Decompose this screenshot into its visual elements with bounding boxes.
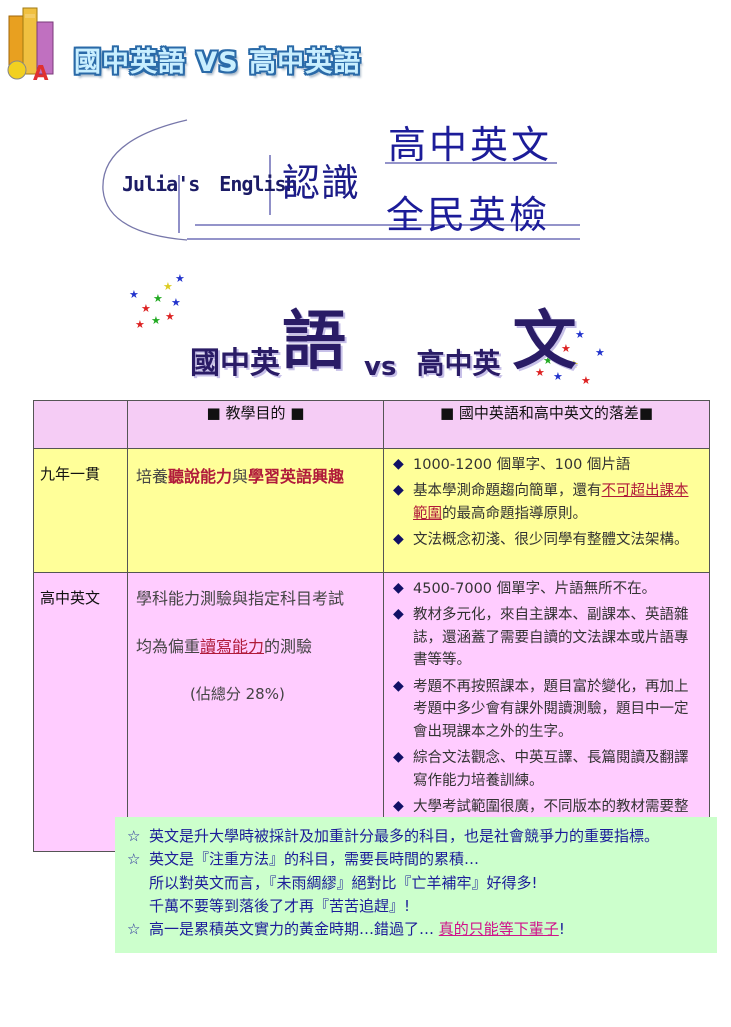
note-subline: 所以對英文而言，『未雨綢繆』絕對比『亡羊補牢』好得多! (149, 873, 538, 892)
gap-text: 文法概念初淺、很少同學有整體文法架構。 (413, 532, 689, 549)
logo-arc-decoration (102, 119, 580, 241)
diamond-bullet-icon: ◆ (393, 456, 404, 472)
row-label: 高中英文 (33, 572, 128, 852)
banner-title: 國中英語 VS 高中英語 (74, 47, 362, 78)
header-goal-cell: ■ 教學目的 ■ (127, 400, 384, 449)
row-goal: 學科能力測驗與指定科目考試 均為偏重讀寫能力的測驗 (佔總分 28%) (127, 572, 384, 852)
table-row: 高中英文 學科能力測驗與指定科目考試 均為偏重讀寫能力的測驗 (佔總分 28%)… (33, 572, 710, 852)
gap-highlight: 本範圍 (413, 483, 689, 522)
goal-text: 均為偏重 (136, 637, 201, 656)
diamond-bullet-icon: ◆ (393, 798, 404, 815)
star-icon: ★ (561, 342, 571, 355)
star-icon: ★ (553, 370, 563, 383)
star-icon: ★ (569, 358, 579, 371)
star-outline-icon: ☆ (127, 827, 141, 845)
diamond-bullet-icon: ◆ (393, 606, 404, 623)
gept-text: 全民英檢 (386, 193, 551, 237)
headline-vs: vs (364, 352, 397, 382)
star-icon: ★ (141, 302, 151, 315)
goal-text: 的測驗 (264, 637, 313, 656)
gap-text: 考題不再按照課本，題目富於變化，再加上考題中多少會有課外閱讀測驗，題目中一定會出… (413, 678, 689, 740)
diamond-bullet-icon: ◆ (393, 482, 404, 499)
note-item: ☆ 高一是累積英文實力的黃金時期…錯過了… 真的只能等下輩子! (127, 918, 707, 941)
note-text: 高一是累積英文實力的黃金時期…錯過了… (149, 920, 435, 938)
star-icon: ★ (129, 288, 139, 301)
gap-text: 的最高命題指導原則。 (442, 505, 587, 522)
headline-senior-text: 高中英 (416, 347, 501, 380)
list-item: ◆ 4500-7000 個單字、片語無所不在。 (393, 578, 702, 600)
goal-line: 均為偏重讀寫能力的測驗 (136, 635, 375, 659)
renshi-text: 認識 (282, 161, 361, 205)
star-icon: ★ (595, 346, 605, 359)
note-subline: 千萬不要等到落後了才再『苦苦追趕』! (149, 896, 411, 915)
svg-text:A: A (33, 61, 49, 85)
list-item: ◆ 文法概念初淺、很少同學有整體文法架構。 (393, 529, 702, 551)
vs-headline: 國中英語 vs 高中英文 (190, 290, 576, 382)
gap-highlight: 不可超出課 (601, 483, 675, 500)
gap-list: ◆ 1000-1200 個單字、100 個片語 ◆ 基本學測命題趨向簡單，還有不可超… (385, 450, 708, 560)
goal-text: 培養 (136, 467, 169, 486)
diamond-bullet-icon: ◆ (393, 677, 404, 694)
star-icon: ★ (171, 296, 181, 309)
star-outline-icon: ☆ (127, 920, 141, 938)
star-icon: ★ (543, 354, 553, 367)
note-text: ! (558, 920, 565, 938)
notes-box: ☆ 英文是升大學時被採計及加重計分最多的科目，也是社會競爭力的重要指標。 ☆ 英文是… (115, 817, 717, 953)
gap-text: 基本學測命題趨向簡單，還有 (413, 483, 602, 500)
note-text: 英文是『注重方法』的科目，需要長時間的累積… (149, 850, 480, 869)
note-item: ☆ 英文是『注重方法』的科目，需要長時間的累積… (127, 848, 707, 871)
star-outline-icon: ☆ (127, 850, 141, 869)
header-blank-cell (33, 400, 128, 449)
julia-english-logo: Julia's English (122, 172, 298, 196)
list-item: ◆ 1000-1200 個單字、100 個片語 (393, 454, 702, 476)
gap-list: ◆ 4500-7000 個單字、片語無所不在。 ◆ 教材多元化，來自主課本、副課本、… (385, 574, 708, 849)
julia-text: Julia's (122, 172, 200, 196)
english-text: English (219, 172, 297, 196)
star-icon: ★ (581, 374, 591, 387)
stars-decoration: ★ ★ ★ ★ ★ ★ ★ ★ ★ ★ ★ ★ ★ ★ ★ ★ ★ (129, 272, 605, 387)
list-item: ◆ 基本學測命題趨向簡單，還有不可超出課本範圍的最高命題指導原則。 (393, 480, 702, 525)
gap-text: 4500-7000 個單字、片語無所不在。 (413, 581, 657, 597)
list-item: ◆ 考題不再按照課本，題目富於變化，再加上考題中多少會有課外閱讀測驗，題目中一定會… (393, 676, 702, 743)
books-logo-icon: A (7, 7, 54, 85)
star-icon: ★ (165, 310, 175, 323)
star-icon: ★ (163, 280, 173, 293)
headline-big-yu: 語 (282, 305, 346, 379)
list-item: ◆ 教材多元化，來自主課本、副課本、英語雜誌，還涵蓋了需要自讀的文法課本或片語專書… (393, 604, 702, 671)
row-gaps: ◆ 1000-1200 個單字、100 個片語 ◆ 基本學測命題趨向簡單，還有不可超… (383, 448, 710, 573)
star-icon: ★ (153, 292, 163, 305)
header-gap-cell: ■ 國中英語和高中英文的落差■ (383, 400, 710, 449)
high-school-english-text: 高中英文 (388, 123, 553, 167)
goal-percentage: (佔總分 28%) (190, 685, 285, 703)
diamond-bullet-icon: ◆ (393, 531, 404, 548)
goal-highlight: 讀寫能力 (200, 637, 265, 656)
star-icon: ★ (535, 366, 545, 379)
diamond-bullet-icon: ◆ (393, 580, 404, 596)
comparison-table: ■ 教學目的 ■ ■ 國中英語和高中英文的落差■ 九年一貫 培養聽說能力與學習英… (33, 400, 710, 852)
row-gaps: ◆ 4500-7000 個單字、片語無所不在。 ◆ 教材多元化，來自主課本、副課本、… (383, 572, 710, 852)
gap-text: 1000-1200 個單字、100 個片語 (413, 457, 631, 473)
goal-line: 學科能力測驗與指定科目考試 (136, 589, 345, 608)
row-label: 九年一貫 (33, 448, 128, 573)
goal-highlight: 學習英語興趣 (248, 467, 345, 486)
table-header-row: ■ 教學目的 ■ ■ 國中英語和高中英文的落差■ (33, 400, 710, 449)
headline-junior-text: 國中英 (190, 346, 280, 381)
star-icon: ★ (151, 314, 161, 327)
gap-text: 綜合文法觀念、中英互譯、長篇閱讀及翻譯寫作能力培養訓練。 (413, 750, 689, 789)
headline-big-wen: 文 (512, 305, 577, 379)
diamond-bullet-icon: ◆ (393, 749, 404, 766)
row-goal: 培養聽說能力與學習英語興趣 (127, 448, 384, 573)
table-row: 九年一貫 培養聽說能力與學習英語興趣 ◆ 1000-1200 個單字、100 個片… (33, 448, 710, 573)
note-highlight: 真的只能等下輩子 (438, 920, 559, 938)
note-text: 英文是升大學時被採計及加重計分最多的科目，也是社會競爭力的重要指標。 (149, 827, 660, 845)
goal-text: 與 (232, 467, 249, 486)
goal-highlight: 聽說能力 (168, 467, 233, 486)
note-item: ☆ 英文是升大學時被採計及加重計分最多的科目，也是社會競爭力的重要指標。 (127, 825, 707, 848)
list-item: ◆ 綜合文法觀念、中英互譯、長篇閱讀及翻譯寫作能力培養訓練。 (393, 747, 702, 792)
star-icon: ★ (175, 272, 185, 285)
star-icon: ★ (575, 328, 585, 341)
star-icon: ★ (135, 318, 145, 331)
gap-text: 教材多元化，來自主課本、副課本、英語雜誌，還涵蓋了需要自讀的文法課本或片語專書等… (413, 607, 689, 669)
